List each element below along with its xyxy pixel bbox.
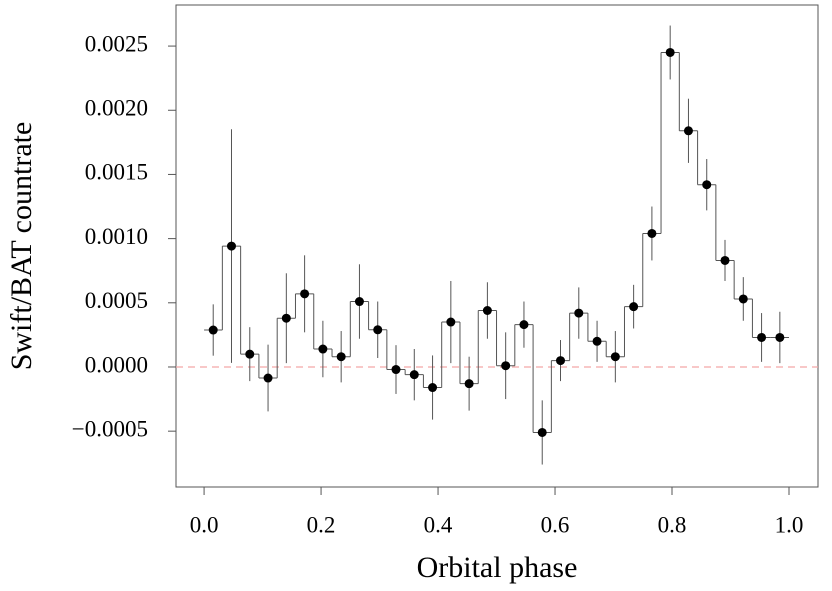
- data-point: [537, 427, 547, 437]
- data-point: [720, 255, 730, 265]
- data-point: [226, 241, 236, 251]
- y-tick-label: −0.0005: [72, 416, 148, 441]
- y-tick-label: 0.0010: [85, 224, 148, 249]
- y-tick-label: 0.0020: [85, 96, 148, 121]
- data-point: [702, 180, 712, 190]
- y-tick-label: 0.0025: [85, 31, 148, 56]
- data-point: [208, 325, 218, 335]
- data-point: [629, 302, 639, 312]
- y-tick-label: 0.0015: [85, 160, 148, 185]
- data-point: [373, 325, 383, 335]
- data-point: [318, 344, 328, 354]
- data-point: [354, 297, 364, 307]
- x-tick-label: 1.0: [775, 512, 804, 537]
- x-axis-label: Orbital phase: [417, 551, 578, 584]
- data-point: [245, 349, 255, 359]
- data-point: [464, 379, 474, 389]
- data-point: [574, 308, 584, 318]
- x-tick-label: 0.4: [424, 512, 453, 537]
- data-point: [647, 228, 657, 238]
- y-tick-label: 0.0005: [85, 288, 148, 313]
- x-tick-label: 0.6: [541, 512, 570, 537]
- data-point: [482, 306, 492, 316]
- data-point: [683, 126, 693, 136]
- data-point: [446, 317, 456, 327]
- data-point: [409, 370, 419, 380]
- data-point: [501, 361, 511, 371]
- data-point: [263, 373, 273, 383]
- data-point: [665, 47, 675, 57]
- y-axis-label: Swift/BAT countrate: [5, 122, 38, 371]
- data-point: [391, 365, 401, 375]
- data-point: [610, 352, 620, 362]
- x-tick-label: 0.0: [190, 512, 219, 537]
- data-point: [519, 320, 529, 330]
- data-point: [592, 336, 602, 346]
- x-tick-label: 0.8: [658, 512, 687, 537]
- data-point: [336, 352, 346, 362]
- data-point: [556, 356, 566, 366]
- plot-frame: [175, 4, 819, 488]
- data-point: [281, 313, 291, 323]
- data-point: [775, 332, 785, 342]
- data-point: [738, 294, 748, 304]
- data-point: [428, 383, 438, 393]
- data-point: [300, 289, 310, 299]
- y-tick-label: 0.0000: [85, 352, 148, 377]
- x-tick-label: 0.2: [307, 512, 336, 537]
- data-point: [757, 332, 767, 342]
